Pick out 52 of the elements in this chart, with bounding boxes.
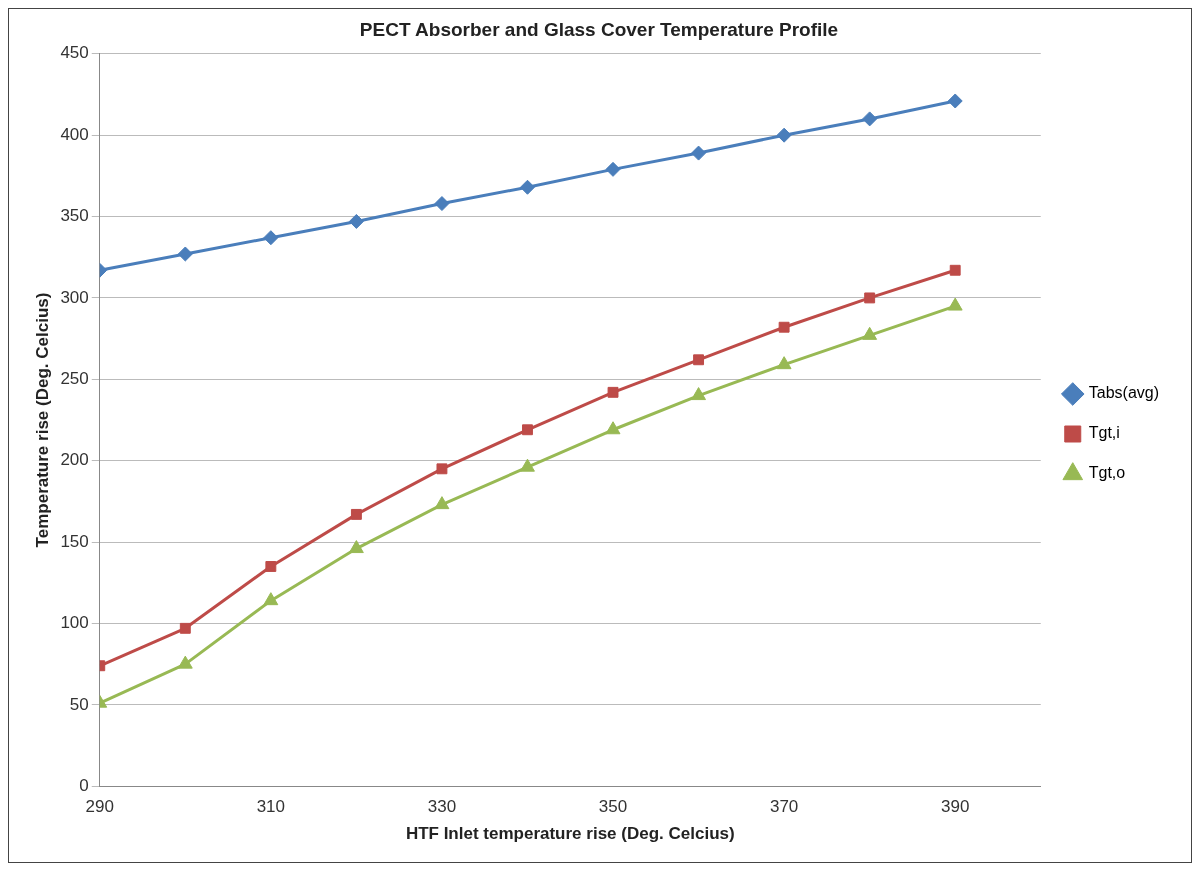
- point: [864, 292, 876, 304]
- point: [691, 145, 707, 161]
- point: [436, 463, 448, 475]
- x-tick-label: 330: [427, 797, 457, 817]
- point: [947, 93, 963, 109]
- point: [265, 561, 277, 572]
- point: [776, 127, 792, 143]
- y-tick-label: 200: [60, 450, 89, 470]
- point: [520, 458, 535, 472]
- x-tick-label: 390: [941, 797, 970, 817]
- point: [607, 386, 619, 398]
- x-tick-label: 290: [85, 797, 114, 817]
- y-axis-title: Temperature rise (Deg. Celcius): [32, 292, 52, 548]
- x-tick-label: 310: [256, 797, 286, 817]
- point: [778, 321, 790, 333]
- x-tick-label: 350: [598, 797, 628, 817]
- y-tick-label: 250: [60, 369, 89, 388]
- point: [179, 622, 191, 634]
- point: [862, 111, 878, 127]
- y-tick-label: 150: [60, 531, 89, 551]
- point: [263, 230, 279, 246]
- x-tick-label: 370: [769, 797, 799, 817]
- y-tick-label: 100: [60, 613, 89, 633]
- point: [691, 387, 706, 401]
- legend-label: Tabs(avg): [1088, 384, 1159, 402]
- chart-title: PECT Absorber and Glass Cover Temperature Profile: [359, 18, 839, 40]
- point: [693, 354, 705, 366]
- y-tick-label: 300: [60, 287, 89, 307]
- y-tick-label: 400: [60, 124, 89, 144]
- point: [605, 161, 621, 177]
- point: [348, 213, 364, 229]
- point: [947, 297, 963, 311]
- y-tick-label: 450: [60, 43, 89, 63]
- y-tick-label: 50: [69, 694, 89, 714]
- point: [177, 246, 193, 262]
- point: [519, 179, 535, 195]
- legend-label: Tgt,o: [1088, 464, 1126, 482]
- point: [949, 264, 961, 276]
- point: [348, 540, 364, 554]
- legend-label: Tgt,i: [1088, 424, 1120, 442]
- point: [776, 356, 792, 370]
- point: [434, 196, 450, 212]
- point: [177, 655, 193, 669]
- point: [522, 424, 533, 436]
- point: [263, 592, 279, 606]
- y-tick-label: 0: [79, 775, 89, 795]
- point: [862, 326, 878, 340]
- point: [605, 421, 621, 435]
- point: [350, 508, 362, 520]
- x-axis-title: HTF Inlet temperature rise (Deg. Celcius): [405, 824, 735, 844]
- point: [434, 496, 450, 510]
- y-tick-label: 350: [60, 206, 89, 226]
